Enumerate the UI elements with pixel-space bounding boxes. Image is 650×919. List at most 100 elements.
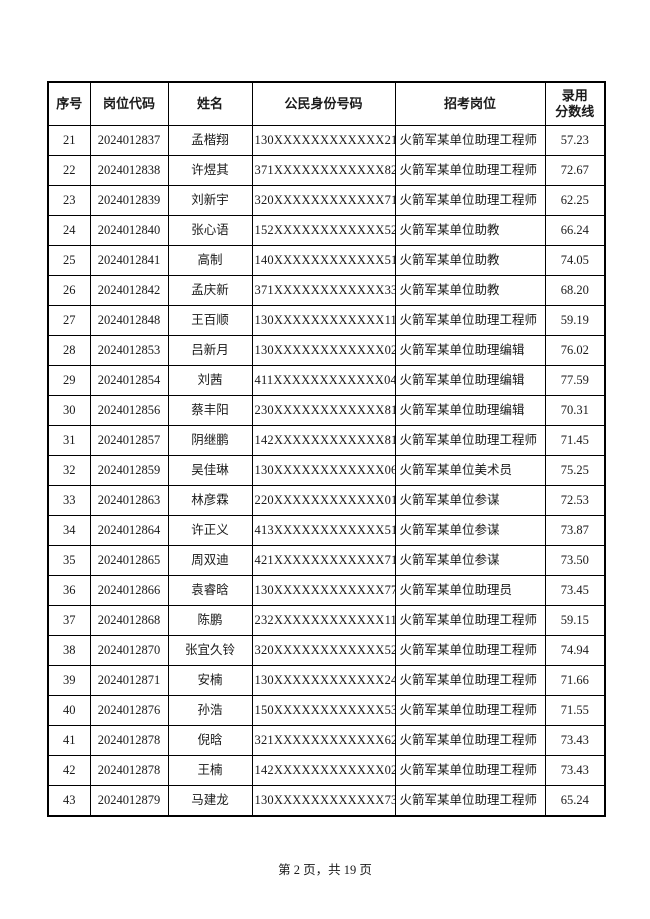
cell-citizen-id: 130XXXXXXXXXXXX243 [251, 665, 396, 696]
cell-citizen-id: 130XXXXXXXXXXXX776 [251, 575, 396, 606]
cell-admission-score: 74.94 [544, 635, 606, 666]
cell-serial-number: 38 [47, 635, 91, 666]
cell-citizen-id: 130XXXXXXXXXXXX730 [251, 785, 396, 817]
cell-recruitment-position: 火箭军某单位助理工程师 [394, 125, 546, 156]
cell-admission-score: 73.87 [544, 515, 606, 546]
cell-serial-number: 30 [47, 395, 91, 426]
cell-position-code: 2024012870 [89, 635, 169, 666]
table-row: 25 2024012841 高制 140XXXXXXXXXXXX513 火箭军某… [47, 245, 606, 276]
cell-citizen-id: 371XXXXXXXXXXXX333 [251, 275, 396, 306]
cell-position-code: 2024012863 [89, 485, 169, 516]
table-row: 36 2024012866 袁睿晗 130XXXXXXXXXXXX776 火箭军… [47, 575, 606, 606]
cell-recruitment-position: 火箭军某单位参谋 [394, 515, 546, 546]
cell-name: 孟庆新 [167, 275, 253, 306]
cell-citizen-id: 142XXXXXXXXXXXX029 [251, 755, 396, 786]
cell-name: 陈鹏 [167, 605, 253, 636]
cell-serial-number: 40 [47, 695, 91, 726]
cell-position-code: 2024012840 [89, 215, 169, 246]
cell-name: 刘茜 [167, 365, 253, 396]
cell-recruitment-position: 火箭军某单位参谋 [394, 545, 546, 576]
cell-admission-score: 74.05 [544, 245, 606, 276]
cell-position-code: 2024012859 [89, 455, 169, 486]
cell-name: 许煜其 [167, 155, 253, 186]
header-citizen-id: 公民身份号码 [251, 81, 396, 126]
cell-position-code: 2024012841 [89, 245, 169, 276]
cell-serial-number: 39 [47, 665, 91, 696]
cell-citizen-id: 371XXXXXXXXXXXX823 [251, 155, 396, 186]
cell-name: 吴佳琳 [167, 455, 253, 486]
cell-admission-score: 66.24 [544, 215, 606, 246]
table-row: 40 2024012876 孙浩 150XXXXXXXXXXXX535 火箭军某… [47, 695, 606, 726]
cell-admission-score: 62.25 [544, 185, 606, 216]
cell-recruitment-position: 火箭军某单位助理工程师 [394, 695, 546, 726]
table-row: 28 2024012853 吕新月 130XXXXXXXXXXXX025 火箭军… [47, 335, 606, 366]
table-row: 29 2024012854 刘茜 411XXXXXXXXXXXX045 火箭军某… [47, 365, 606, 396]
cell-recruitment-position: 火箭军某单位助理工程师 [394, 665, 546, 696]
cell-citizen-id: 130XXXXXXXXXXXX118 [251, 305, 396, 336]
table-row: 33 2024012863 林彦霖 220XXXXXXXXXXXX015 火箭军… [47, 485, 606, 516]
cell-serial-number: 23 [47, 185, 91, 216]
cell-recruitment-position: 火箭军某单位助理编辑 [394, 335, 546, 366]
recruitment-score-table: 序号 岗位代码 姓名 公民身份号码 招考岗位 录用 分数线 21 20240128… [47, 81, 606, 817]
cell-recruitment-position: 火箭军某单位助理工程师 [394, 155, 546, 186]
cell-recruitment-position: 火箭军某单位美术员 [394, 455, 546, 486]
cell-name: 倪晗 [167, 725, 253, 756]
cell-recruitment-position: 火箭军某单位助教 [394, 245, 546, 276]
cell-name: 高制 [167, 245, 253, 276]
cell-recruitment-position: 火箭军某单位助理工程师 [394, 755, 546, 786]
cell-citizen-id: 321XXXXXXXXXXXX626 [251, 725, 396, 756]
cell-serial-number: 25 [47, 245, 91, 276]
cell-position-code: 2024012854 [89, 365, 169, 396]
cell-position-code: 2024012879 [89, 785, 169, 817]
cell-position-code: 2024012864 [89, 515, 169, 546]
cell-serial-number: 28 [47, 335, 91, 366]
cell-admission-score: 71.66 [544, 665, 606, 696]
cell-serial-number: 26 [47, 275, 91, 306]
cell-admission-score: 77.59 [544, 365, 606, 396]
cell-recruitment-position: 火箭军某单位助理工程师 [394, 785, 546, 817]
cell-admission-score: 72.53 [544, 485, 606, 516]
cell-recruitment-position: 火箭军某单位助教 [394, 275, 546, 306]
cell-name: 刘新宇 [167, 185, 253, 216]
table-row: 31 2024012857 阴继鹏 142XXXXXXXXXXXX819 火箭军… [47, 425, 606, 456]
cell-citizen-id: 130XXXXXXXXXXXX025 [251, 335, 396, 366]
cell-admission-score: 76.02 [544, 335, 606, 366]
cell-recruitment-position: 火箭军某单位助理工程师 [394, 425, 546, 456]
cell-recruitment-position: 火箭军某单位助理工程师 [394, 725, 546, 756]
cell-position-code: 2024012838 [89, 155, 169, 186]
cell-admission-score: 59.19 [544, 305, 606, 336]
cell-name: 周双迪 [167, 545, 253, 576]
table-row: 43 2024012879 马建龙 130XXXXXXXXXXXX730 火箭军… [47, 785, 606, 817]
cell-admission-score: 68.20 [544, 275, 606, 306]
table-row: 21 2024012837 孟楷翔 130XXXXXXXXXXXX214 火箭军… [47, 125, 606, 156]
cell-citizen-id: 152XXXXXXXXXXXX522 [251, 215, 396, 246]
cell-name: 张心语 [167, 215, 253, 246]
cell-name: 孟楷翔 [167, 125, 253, 156]
cell-recruitment-position: 火箭军某单位助理编辑 [394, 395, 546, 426]
table-row: 22 2024012838 许煜其 371XXXXXXXXXXXX823 火箭军… [47, 155, 606, 186]
cell-name: 王楠 [167, 755, 253, 786]
cell-name: 阴继鹏 [167, 425, 253, 456]
cell-position-code: 2024012853 [89, 335, 169, 366]
cell-serial-number: 36 [47, 575, 91, 606]
cell-name: 安楠 [167, 665, 253, 696]
cell-admission-score: 73.45 [544, 575, 606, 606]
cell-serial-number: 29 [47, 365, 91, 396]
table-row: 30 2024012856 蔡丰阳 230XXXXXXXXXXXX818 火箭军… [47, 395, 606, 426]
cell-admission-score: 70.31 [544, 395, 606, 426]
cell-position-code: 2024012842 [89, 275, 169, 306]
cell-position-code: 2024012866 [89, 575, 169, 606]
table-row: 39 2024012871 安楠 130XXXXXXXXXXXX243 火箭军某… [47, 665, 606, 696]
cell-position-code: 2024012878 [89, 725, 169, 756]
table-row: 37 2024012868 陈鹏 232XXXXXXXXXXXX113 火箭军某… [47, 605, 606, 636]
page-footer: 第 2 页，共 19 页 [278, 863, 372, 877]
cell-serial-number: 37 [47, 605, 91, 636]
cell-admission-score: 71.55 [544, 695, 606, 726]
cell-name: 马建龙 [167, 785, 253, 817]
cell-serial-number: 32 [47, 455, 91, 486]
cell-position-code: 2024012848 [89, 305, 169, 336]
cell-citizen-id: 140XXXXXXXXXXXX513 [251, 245, 396, 276]
table-row: 35 2024012865 周双迪 421XXXXXXXXXXXX711 火箭军… [47, 545, 606, 576]
cell-position-code: 2024012871 [89, 665, 169, 696]
